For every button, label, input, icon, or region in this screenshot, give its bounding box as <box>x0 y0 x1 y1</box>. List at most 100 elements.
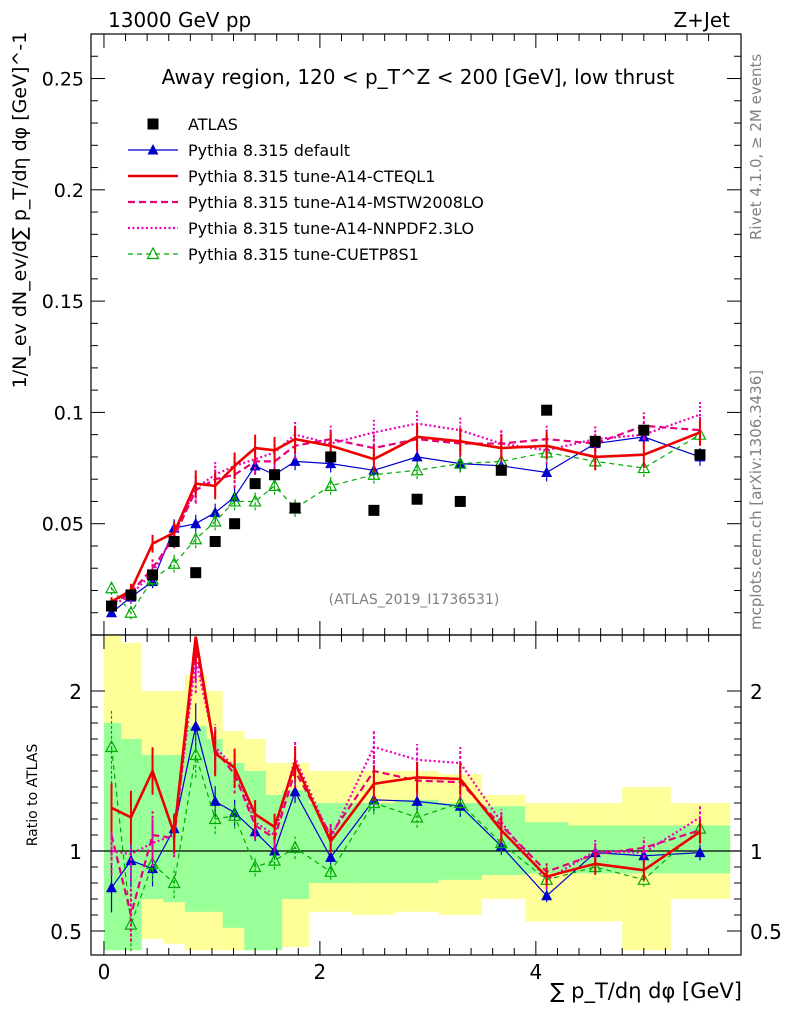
data-point <box>410 462 424 476</box>
legend-swatch-marker <box>147 118 159 130</box>
data-point <box>637 460 651 474</box>
data-point <box>453 456 467 469</box>
data-point <box>495 464 507 476</box>
data-point <box>190 517 202 529</box>
data-point <box>324 478 338 491</box>
y-tick-label: 0.15 <box>42 291 84 313</box>
data-point <box>368 504 380 516</box>
y-axis-label: 1/N_ev dN_ev/d∑ p_T/dη dφ [GeV]^-1 <box>9 32 31 389</box>
data-point <box>249 478 261 490</box>
analysis-watermark: (ATLAS_2019_I1736531) <box>329 592 500 608</box>
series-line <box>111 434 701 614</box>
data-point <box>229 518 241 530</box>
data-point <box>367 467 381 480</box>
x-axis-label: ∑ p_T/dη dφ [GeV] <box>550 979 742 1004</box>
legend-label: Pythia 8.315 tune-CUETP8S1 <box>188 245 419 264</box>
ratio-point <box>410 810 424 823</box>
legend-label: Pythia 8.315 tune-A14-MSTW2008LO <box>188 193 484 212</box>
data-point <box>411 450 423 462</box>
legend-label: Pythia 8.315 default <box>188 141 350 160</box>
ratio-series-pythia-8-315-tune-a14-cteql1 <box>110 636 701 887</box>
data-point <box>411 493 423 505</box>
x-axis: 0 2 4 <box>98 635 710 984</box>
ratio-y-tick-label-right: 2 <box>750 680 763 704</box>
legend-label: ATLAS <box>188 115 238 134</box>
ratio-point <box>248 859 262 873</box>
data-point <box>124 605 138 618</box>
ratio-point <box>541 889 553 901</box>
series-atlas <box>106 404 706 612</box>
data-point <box>268 478 282 491</box>
data-point <box>289 502 301 514</box>
x-tick-label: 0 <box>98 960 111 984</box>
data-point <box>147 569 159 581</box>
rivet-label: Rivet 4.1.0, ≥ 2M events <box>747 54 765 240</box>
ratio-point <box>453 795 467 809</box>
ratio-point <box>268 853 282 866</box>
legend-entry-atlas: ATLAS <box>147 115 238 134</box>
ratio-point <box>146 856 160 869</box>
data-point <box>541 466 553 478</box>
data-point <box>106 600 118 612</box>
ratio-point <box>324 864 338 877</box>
ratio-frame <box>90 634 742 956</box>
y-tick-label: 0.25 <box>42 69 84 91</box>
ratio-point <box>637 872 651 885</box>
ratio-y-tick-label: 0.5 <box>50 920 82 944</box>
stat-band <box>265 795 283 951</box>
data-point <box>694 449 706 461</box>
ratio-point <box>106 881 118 893</box>
ratio-plot-area <box>91 635 741 952</box>
header-right: Z+Jet <box>673 8 730 32</box>
data-point <box>325 451 337 463</box>
series-pythia-8-315-tune-a14-cteql1 <box>110 419 701 607</box>
data-point <box>249 459 261 471</box>
legend: ATLAS Pythia 8.315 default Pythia 8.315 tu… <box>128 115 484 264</box>
ratio-point <box>494 835 508 849</box>
ratio-point <box>189 747 203 761</box>
data-point <box>454 495 466 507</box>
legend-label: Pythia 8.315 tune-A14-NNPDF2.3LO <box>188 219 474 238</box>
data-point <box>589 435 601 447</box>
ratio-uncertainty-bands <box>103 635 731 951</box>
stat-band <box>184 726 207 912</box>
legend-entry-pythia-8-315-tune-a14-nnpdf2-3lo: Pythia 8.315 tune-A14-NNPDF2.3LO <box>128 219 474 238</box>
stat-band <box>395 799 439 883</box>
main-y-axis: 0.05 0.1 0.15 0.2 0.25 <box>42 55 741 614</box>
data-point <box>105 580 119 594</box>
legend-entry-pythia-8-315-tune-a14-cteql1: Pythia 8.315 tune-A14-CTEQL1 <box>128 167 435 186</box>
data-point <box>189 531 203 545</box>
data-point <box>269 469 281 481</box>
ratio-point <box>208 811 222 825</box>
ratio-point <box>325 851 337 862</box>
data-point <box>167 556 181 569</box>
data-point <box>228 494 242 507</box>
main-panel: 0.05 0.1 0.15 0.2 0.25 Away region, 120 < p_… <box>42 33 742 636</box>
data-point <box>209 536 221 548</box>
data-point <box>190 567 202 579</box>
ratio-point <box>694 846 706 858</box>
ratio-point <box>411 795 423 806</box>
y-tick-label: 0.05 <box>42 514 84 536</box>
data-point <box>125 589 137 601</box>
y-tick-label: 0.2 <box>54 180 84 202</box>
ratio-point <box>209 795 221 806</box>
ratio-y-axis: 0.5 0.5 1 1 2 2 <box>50 680 782 944</box>
data-point <box>248 494 262 507</box>
stat-band <box>222 763 245 928</box>
ratio-y-axis-label: Ratio to ATLAS <box>25 744 41 847</box>
main-x-ticks <box>103 34 710 635</box>
ratio-point <box>288 840 302 853</box>
ratio-y-tick-label-right: 0.5 <box>750 920 782 944</box>
mcplots-label: mcplots.cern.ch [arXiv:1306.3436] <box>747 370 765 630</box>
data-point <box>208 514 222 527</box>
series-pythia-8-315-tune-a14-nnpdf2-3lo <box>110 401 701 611</box>
legend-swatch-marker <box>146 246 160 260</box>
data-point <box>638 424 650 436</box>
data-point <box>325 457 337 469</box>
ratio-point <box>105 739 119 753</box>
ratio-point <box>367 795 381 809</box>
main-plot-area <box>105 401 707 620</box>
ratio-y-tick-label: 2 <box>69 680 82 704</box>
